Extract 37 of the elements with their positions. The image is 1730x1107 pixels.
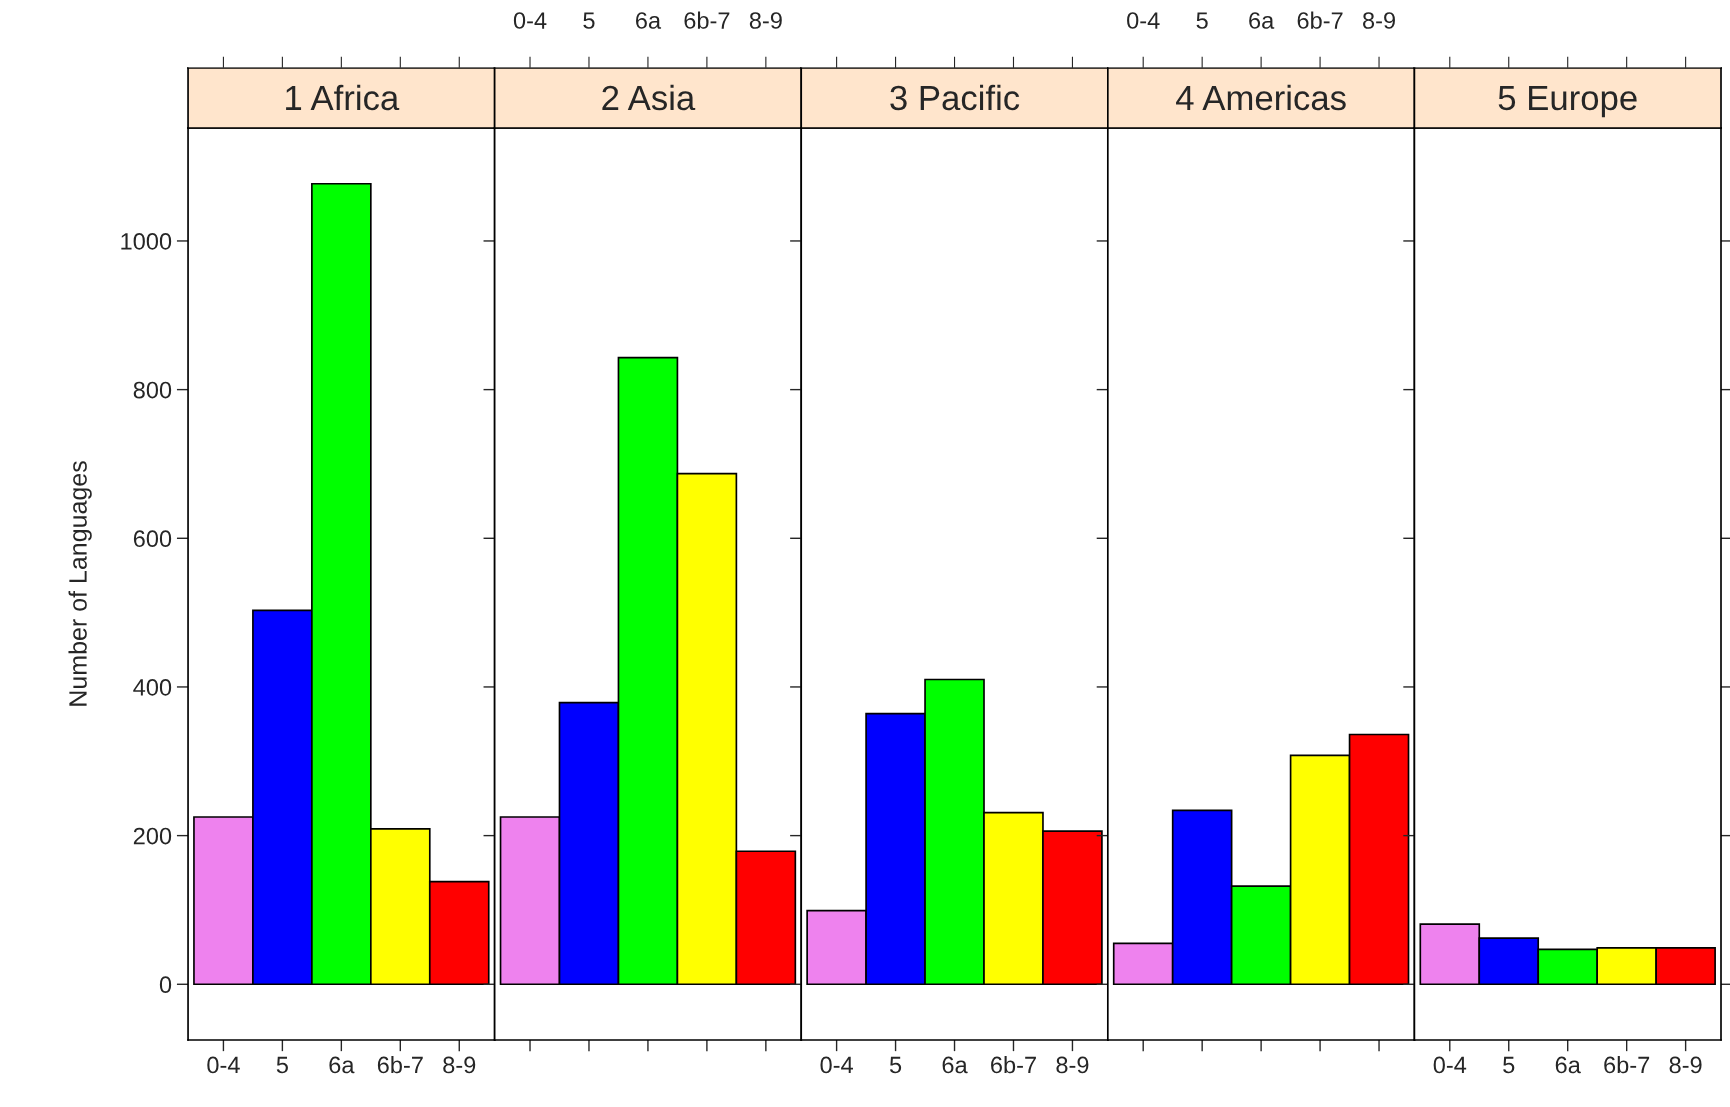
chart-title: 3 Pacific: [890, 84, 1020, 111]
x-tick-label: 0-4: [820, 1056, 853, 1074]
y-axis-title: Number of Languages: [68, 461, 92, 706]
x-tick-label: 6b-7: [1604, 1056, 1650, 1074]
x-tick-label: 6a: [942, 1056, 968, 1074]
y-tick-label: 600: [133, 530, 172, 548]
x-tick-label: 6b-7: [1297, 11, 1343, 29]
x-tick-label: 5: [889, 1056, 902, 1074]
x-tick-label: 0-4: [1127, 12, 1160, 29]
x-tick-label: 8-9: [1363, 12, 1395, 29]
x-tick-label: 6a: [636, 12, 662, 29]
x-tick-label: 8-9: [1056, 1056, 1089, 1074]
x-tick-label: 5: [276, 1056, 288, 1074]
x-tick-label: 5: [1503, 1056, 1515, 1074]
x-tick-label: 6b-7: [991, 1056, 1036, 1074]
y-tick-label: 800: [133, 381, 172, 399]
y-tick-label: 400: [133, 679, 172, 696]
x-tick-label: 6b-7: [377, 1056, 423, 1074]
x-tick-label: 8-9: [1669, 1056, 1702, 1074]
x-tick-label: 0-4: [513, 12, 547, 29]
x-tick-label: 8-9: [443, 1056, 476, 1074]
x-tick-label: 6b-7: [684, 11, 730, 29]
x-tick-label: 6a: [1555, 1056, 1581, 1074]
x-tick-label: 5: [583, 12, 595, 29]
x-tick-label: 6a: [329, 1056, 355, 1074]
chart-title: 4 Americas: [1176, 84, 1346, 111]
y-tick-label: 0: [159, 976, 172, 994]
x-tick-label: 5: [1196, 12, 1208, 29]
x-tick-label: 0-4: [207, 1056, 240, 1074]
y-tick-label: 200: [133, 827, 172, 845]
x-tick-label: 8-9: [749, 12, 782, 29]
x-tick-label: 6a: [1249, 12, 1275, 29]
chart-title: 2 Asia: [602, 84, 696, 111]
y-tick-label: 1000: [121, 233, 172, 250]
x-tick-label: 0-4: [1433, 1056, 1467, 1074]
chart-title: 5 Europe: [1498, 86, 1637, 118]
chart-title: 1 Africa: [286, 84, 400, 111]
